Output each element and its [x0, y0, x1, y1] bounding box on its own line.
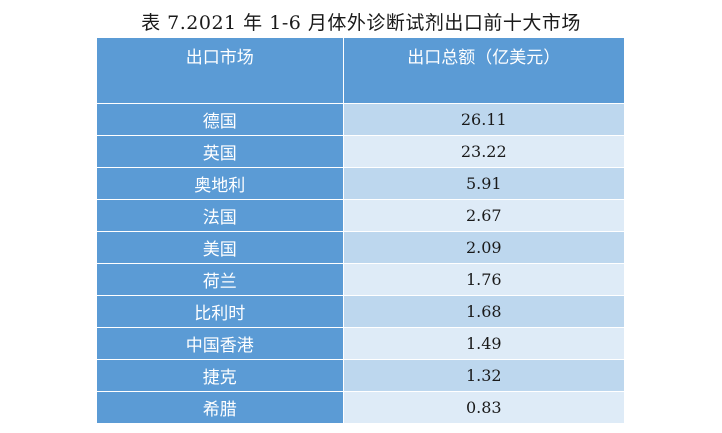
market-cell: 奥地利 [97, 167, 344, 200]
table-row: 捷克 1.32 [97, 359, 624, 392]
market-cell: 荷兰 [97, 263, 344, 296]
value-cell: 1.32 [343, 359, 624, 392]
market-cell: 英国 [97, 135, 344, 168]
market-cell: 希腊 [97, 391, 344, 423]
market-cell: 捷克 [97, 359, 344, 392]
header-export-total: 出口总额（亿美元） [343, 38, 624, 104]
value-cell: 23.22 [343, 135, 624, 168]
value-cell: 2.09 [343, 231, 624, 264]
table-row: 中国香港 1.49 [97, 327, 624, 360]
table-row: 荷兰 1.76 [97, 263, 624, 296]
table-row: 比利时 1.68 [97, 295, 624, 328]
export-markets-table: 出口市场 出口总额（亿美元） 德国 26.11 英国 23.22 奥地利 5.9… [97, 38, 624, 423]
market-cell: 美国 [97, 231, 344, 264]
value-cell: 5.91 [343, 167, 624, 200]
table-header-row: 出口市场 出口总额（亿美元） [97, 38, 624, 104]
table-row: 法国 2.67 [97, 199, 624, 232]
market-cell: 比利时 [97, 295, 344, 328]
table-row: 奥地利 5.91 [97, 167, 624, 200]
value-cell: 1.68 [343, 295, 624, 328]
table-row: 英国 23.22 [97, 135, 624, 168]
value-cell: 1.49 [343, 327, 624, 360]
value-cell: 1.76 [343, 263, 624, 296]
table-row: 德国 26.11 [97, 103, 624, 136]
header-market: 出口市场 [97, 38, 344, 104]
market-cell: 中国香港 [97, 327, 344, 360]
table-row: 希腊 0.83 [97, 391, 624, 423]
table-row: 美国 2.09 [97, 231, 624, 264]
value-cell: 26.11 [343, 103, 624, 136]
value-cell: 2.67 [343, 199, 624, 232]
market-cell: 法国 [97, 199, 344, 232]
table-body: 德国 26.11 英国 23.22 奥地利 5.91 法国 2.67 美国 2.… [97, 103, 624, 423]
table-caption: 表 7.2021 年 1-6 月体外诊断试剂出口前十大市场 [141, 12, 581, 34]
market-cell: 德国 [97, 103, 344, 136]
value-cell: 0.83 [343, 391, 624, 423]
